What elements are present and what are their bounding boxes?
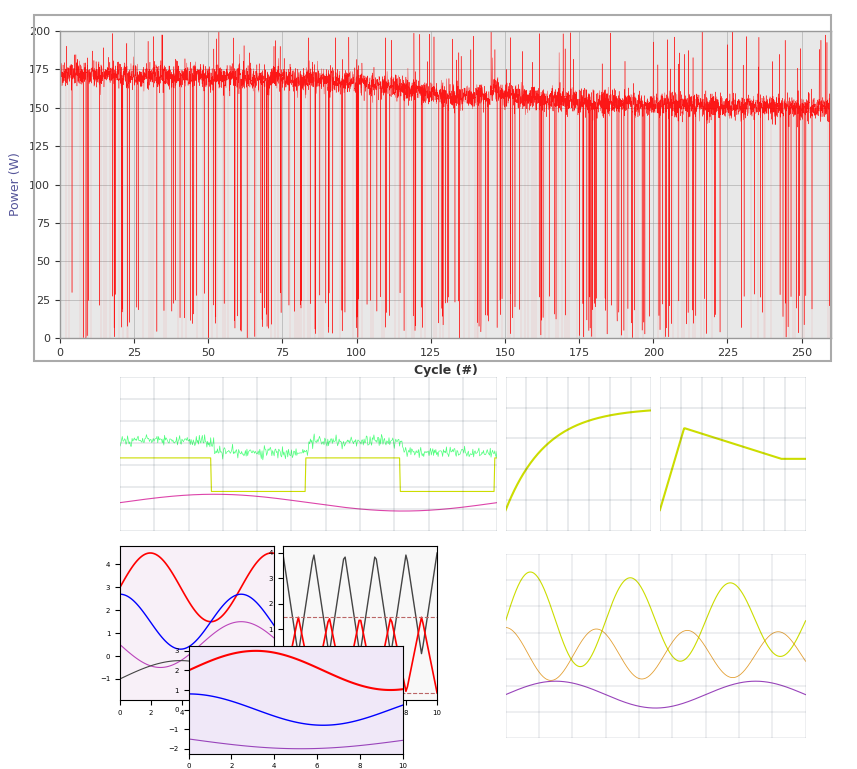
X-axis label: Cycle (#): Cycle (#) — [414, 364, 477, 377]
Y-axis label: Power (W): Power (W) — [9, 152, 22, 217]
